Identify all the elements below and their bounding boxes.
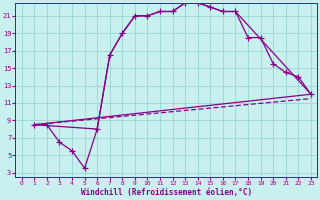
X-axis label: Windchill (Refroidissement éolien,°C): Windchill (Refroidissement éolien,°C) — [81, 188, 252, 197]
